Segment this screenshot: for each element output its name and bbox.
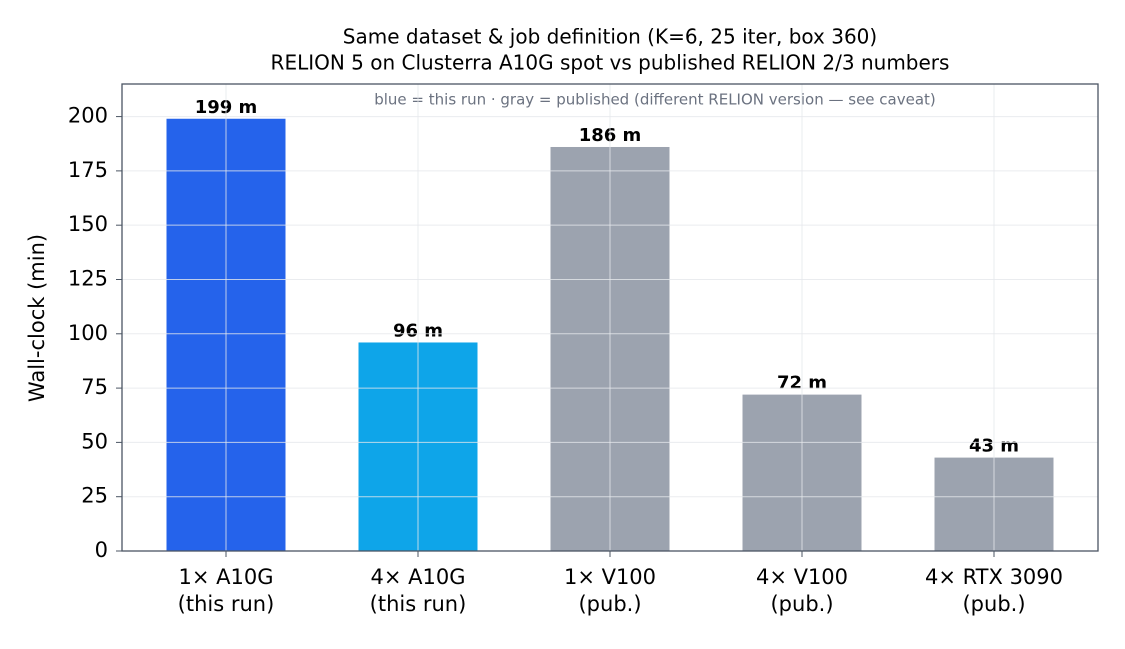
x-tick-label-line: (pub.) [770,592,833,616]
x-tick-label-line: (pub.) [578,592,641,616]
x-tick-label: 1× V100 (pub.) [564,565,656,616]
y-tick-label: 75 [81,375,108,399]
x-tick-label-line: (this run) [370,592,467,616]
x-tick-label-line: 1× A10G [179,565,274,589]
y-tick-label: 100 [68,321,108,345]
y-tick-label: 125 [68,266,108,290]
x-tick-label: 4× V100 (pub.) [756,565,848,616]
x-tick-label: 4× RTX 3090 (pub.) [925,565,1063,616]
y-tick-label: 0 [95,538,108,562]
annotation: blue = this run · gray = published (diff… [374,91,936,109]
y-tick-label: 150 [68,212,108,236]
y-tick-label: 175 [68,158,108,182]
x-tick-label: 1× A10G (this run) [178,565,275,616]
chart-title: Same dataset & job definition (K=6, 25 i… [343,25,877,49]
x-tick-label-line: (pub.) [962,592,1025,616]
chart-title: RELION 5 on Clusterra A10G spot vs publi… [271,51,950,75]
y-tick-label: 200 [68,104,108,128]
y-tick-label: 25 [81,484,108,508]
y-axis-label: Wall-clock (min) [25,234,49,402]
x-tick-label-line: 4× RTX 3090 [925,565,1063,589]
x-tick-label-line: 4× A10G [371,565,466,589]
x-tick-label-line: 1× V100 [564,565,656,589]
plot-frame [121,83,1099,552]
x-tick-label: 4× A10G (this run) [370,565,467,616]
x-tick-label-line: (this run) [178,592,275,616]
y-tick-label: 50 [81,429,108,453]
x-tick-label-line: 4× V100 [756,565,848,589]
